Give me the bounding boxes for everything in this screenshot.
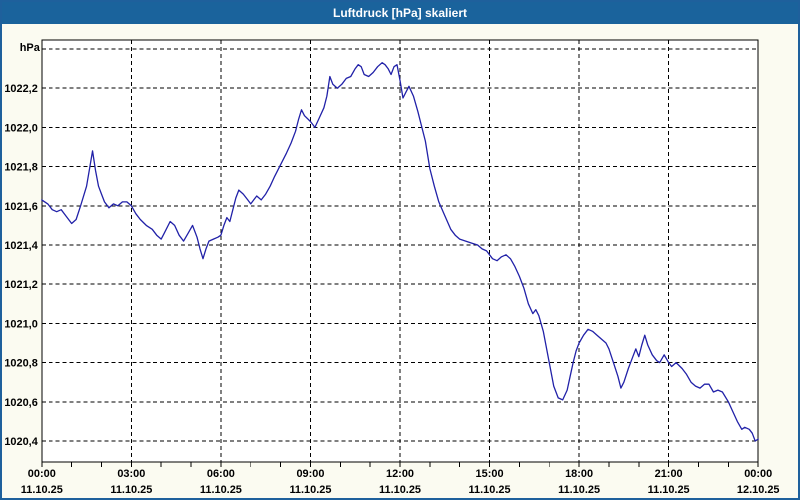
x-tick-time-label: 00:00 bbox=[28, 468, 56, 480]
x-tick-date-label: 11.10.25 bbox=[110, 484, 152, 496]
x-tick-time-label: 09:00 bbox=[296, 468, 324, 480]
y-tick-label: 1020,4 bbox=[4, 436, 38, 448]
x-tick-date-label: 11.10.25 bbox=[648, 484, 690, 496]
x-tick-date-label: 11.10.25 bbox=[21, 484, 63, 496]
y-tick-label: 1020,6 bbox=[4, 397, 37, 409]
x-tick-time-label: 15:00 bbox=[476, 468, 504, 480]
y-tick-label: 1021,4 bbox=[4, 240, 38, 252]
pressure-chart: 1022,2 1022,0 1021,8 1021,6 1021,4 1021,2 1021… bbox=[4, 39, 780, 496]
y-tick-label: 1022,0 bbox=[4, 122, 37, 134]
y-tick-label: 1021,2 bbox=[4, 279, 37, 291]
x-tick-time-label: 03:00 bbox=[117, 468, 145, 480]
x-tick-date-label: 11.10.25 bbox=[200, 484, 242, 496]
window-title: Luftdruck [hPa] skaliert bbox=[332, 6, 468, 20]
x-tick-date-label: 11.10.25 bbox=[289, 484, 331, 496]
x-tick-date-label: 12.10.25 bbox=[737, 484, 780, 496]
x-tick-time-label: 18:00 bbox=[565, 468, 593, 480]
x-tick-date-label: 11.10.25 bbox=[469, 484, 511, 496]
x-tick-time-label: 06:00 bbox=[207, 468, 235, 480]
x-tick-date-label: 11.10.25 bbox=[379, 484, 421, 496]
chart-area: 1022,2 1022,0 1021,8 1021,6 1021,4 1021,2 1021… bbox=[2, 24, 798, 498]
y-tick-label: 1021,6 bbox=[4, 201, 37, 213]
x-tick-date-label: 11.10.25 bbox=[558, 484, 600, 496]
y-tick-label: 1022,2 bbox=[4, 83, 37, 95]
y-tick-label: 1020,8 bbox=[4, 358, 37, 370]
y-tick-label: 1021,8 bbox=[4, 162, 37, 174]
x-tick-time-label: 12:00 bbox=[386, 468, 414, 480]
x-tick-time-label: 00:00 bbox=[744, 468, 772, 480]
y-tick-label: 1021,0 bbox=[4, 318, 37, 330]
x-tick-time-label: 21:00 bbox=[655, 468, 683, 480]
window-titlebar[interactable]: Luftdruck [hPa] skaliert bbox=[2, 2, 798, 24]
y-axis-unit-label: hPa bbox=[20, 42, 41, 54]
pressure-series-line bbox=[41, 62, 759, 442]
